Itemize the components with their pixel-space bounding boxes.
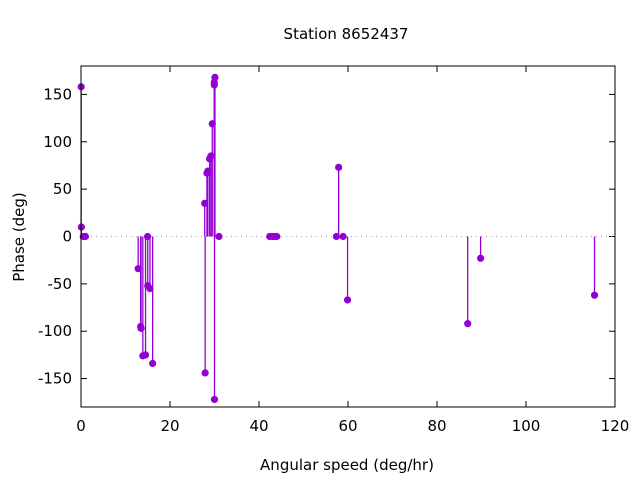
data-point <box>464 320 472 328</box>
y-tick-label: 150 <box>43 85 72 103</box>
data-point <box>215 232 223 241</box>
data-point <box>335 163 343 171</box>
plot-frame <box>80 65 616 408</box>
data-point <box>343 296 352 304</box>
x-axis-label: Angular speed (deg/hr) <box>260 456 434 474</box>
chart-title: Station 8652437 <box>284 25 409 43</box>
data-point <box>210 395 219 404</box>
x-tick-label: 0 <box>76 417 86 435</box>
x-tick-label: 80 <box>427 417 446 435</box>
y-tick-label: 0 <box>62 228 72 246</box>
y-tick-label: 50 <box>53 180 72 198</box>
data-point <box>149 359 157 368</box>
x-tick-label: 60 <box>338 417 357 435</box>
data-point <box>141 351 150 359</box>
data-point <box>81 232 90 241</box>
x-tick-label: 20 <box>160 417 179 435</box>
y-tick-label: -150 <box>38 370 72 388</box>
data-point <box>477 254 485 262</box>
x-tick-label: 120 <box>601 417 630 435</box>
y-tick-label: -50 <box>48 275 73 293</box>
x-tick-label: 100 <box>512 417 541 435</box>
y-tick-label: 100 <box>43 133 72 151</box>
y-tick-label: -100 <box>38 322 72 340</box>
data-point <box>273 232 281 241</box>
y-axis-label: Phase (deg) <box>10 192 28 282</box>
data-point <box>211 73 219 81</box>
data-point <box>339 232 347 241</box>
data-point <box>137 324 145 332</box>
data-point <box>590 291 599 299</box>
data-point <box>146 284 154 293</box>
x-tick-label: 40 <box>249 417 268 435</box>
data-point <box>201 369 209 377</box>
data-point <box>207 152 215 160</box>
